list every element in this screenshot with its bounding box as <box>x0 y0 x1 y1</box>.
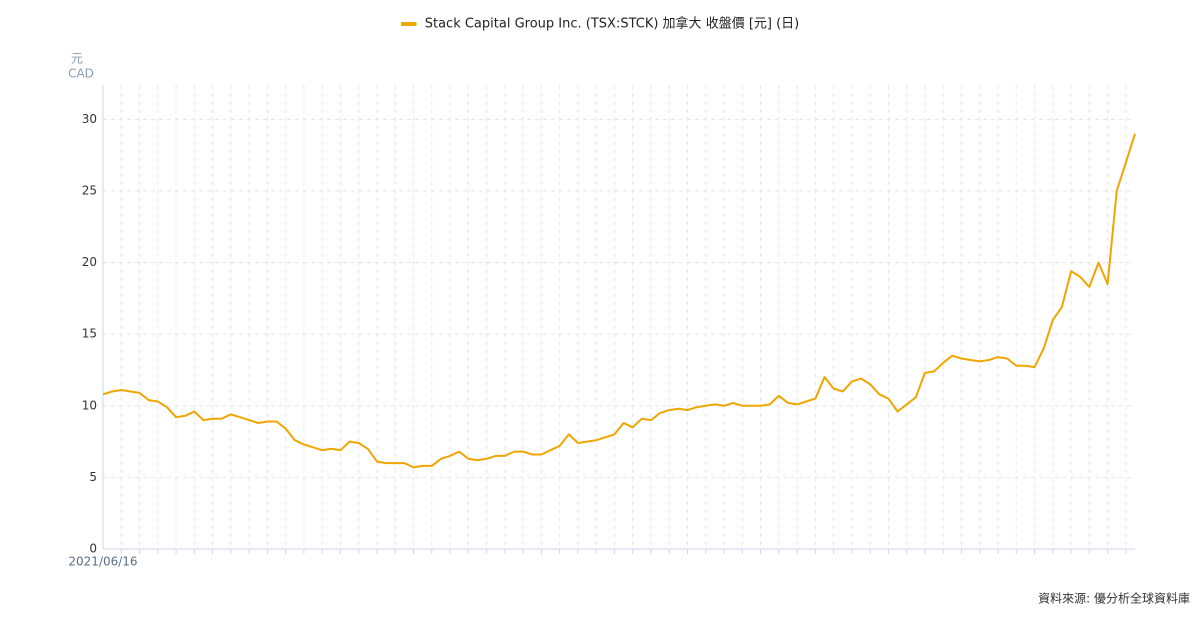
y-axis-label: 元 <box>71 52 83 66</box>
y-tick-label: 5 <box>89 470 97 484</box>
y-axis-unit: CAD <box>68 67 94 81</box>
legend-marker <box>400 22 417 26</box>
y-tick-label: 10 <box>82 398 97 412</box>
legend-label: Stack Capital Group Inc. (TSX:STCK) 加拿大 … <box>425 16 800 32</box>
x-tick-label: 2021/06/16 <box>68 555 137 569</box>
y-tick-label: 25 <box>82 183 97 197</box>
y-tick-label: 30 <box>82 112 97 126</box>
price-line <box>102 133 1136 469</box>
y-tick-label: 0 <box>89 542 97 556</box>
y-tick-label: 15 <box>82 327 97 341</box>
y-tick-label: 20 <box>82 255 97 269</box>
source-note: 資料來源: 優分析全球資料庫 <box>1038 591 1190 606</box>
